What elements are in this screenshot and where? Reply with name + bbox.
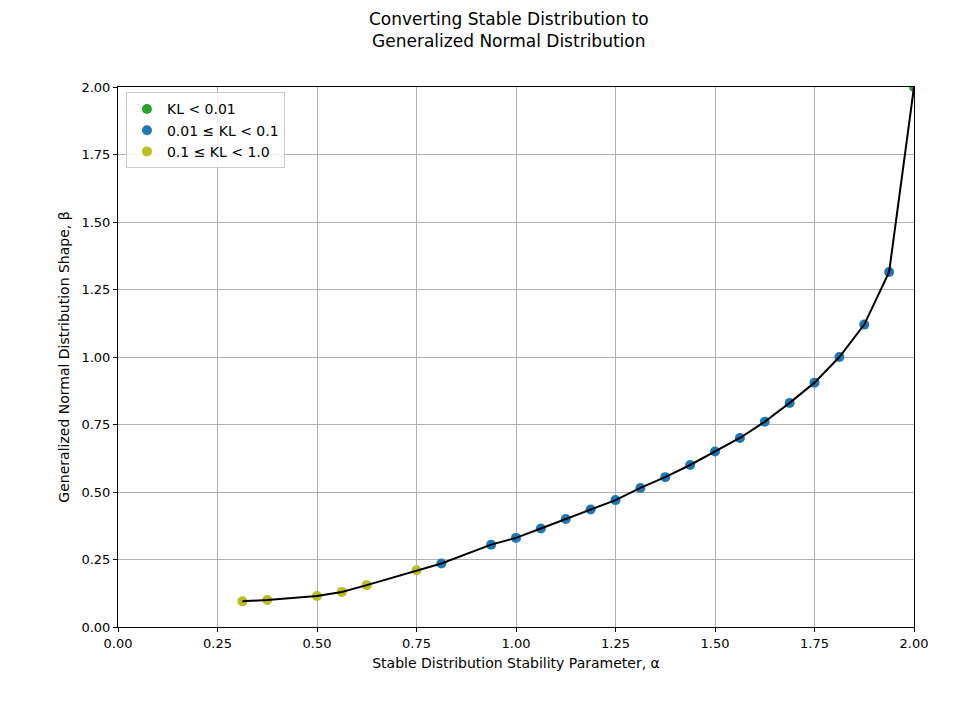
- svg-text:1.00: 1.00: [502, 636, 531, 651]
- svg-text:0.1 ≤ KL < 1.0: 0.1 ≤ KL < 1.0: [167, 144, 270, 160]
- svg-text:KL < 0.01: KL < 0.01: [167, 101, 236, 117]
- svg-text:Converting Stable Distribution: Converting Stable Distribution toGeneral…: [369, 9, 649, 51]
- svg-text:0.00: 0.00: [104, 636, 133, 651]
- svg-text:1.50: 1.50: [81, 215, 110, 230]
- svg-text:1.25: 1.25: [81, 282, 110, 297]
- svg-text:1.50: 1.50: [701, 636, 730, 651]
- svg-text:2.00: 2.00: [81, 80, 110, 95]
- svg-text:1.75: 1.75: [81, 147, 110, 162]
- svg-text:0.25: 0.25: [203, 636, 232, 651]
- svg-text:Generalized Normal Distributio: Generalized Normal Distribution Shape, β: [56, 211, 72, 502]
- svg-text:1.75: 1.75: [800, 636, 829, 651]
- svg-text:0.75: 0.75: [81, 417, 110, 432]
- svg-text:0.75: 0.75: [402, 636, 431, 651]
- svg-text:Stable Distribution Stability: Stable Distribution Stability Parameter,…: [372, 655, 660, 671]
- svg-text:0.50: 0.50: [303, 636, 332, 651]
- svg-text:2.00: 2.00: [900, 636, 929, 651]
- svg-text:0.01 ≤ KL < 0.1: 0.01 ≤ KL < 0.1: [167, 123, 279, 139]
- svg-text:0.50: 0.50: [81, 485, 110, 500]
- svg-text:1.00: 1.00: [81, 350, 110, 365]
- svg-text:1.25: 1.25: [601, 636, 630, 651]
- svg-text:0.25: 0.25: [81, 552, 110, 567]
- svg-text:0.00: 0.00: [81, 620, 110, 635]
